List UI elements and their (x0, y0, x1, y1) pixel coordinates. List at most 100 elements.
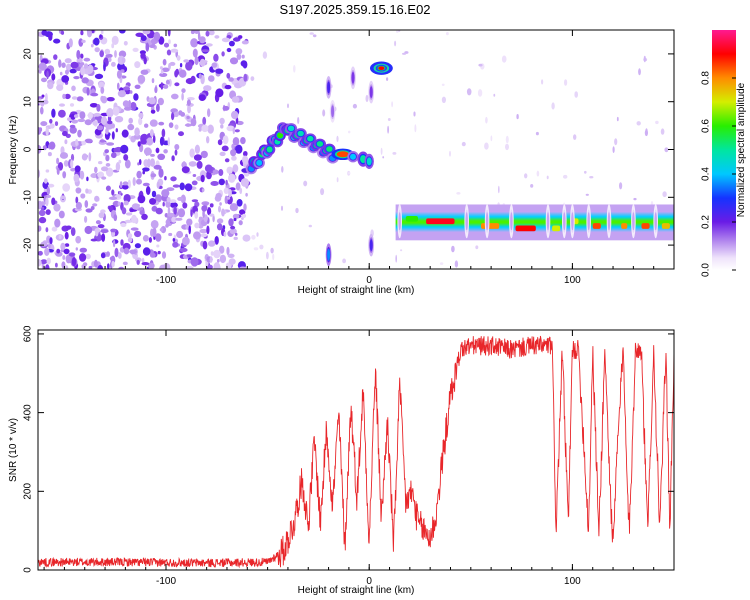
noise-blob (175, 217, 183, 221)
noise-blob (211, 62, 218, 68)
noise-blob (106, 108, 114, 118)
noise-blob (173, 111, 179, 118)
noise-blob (117, 201, 121, 206)
noise-blob (535, 131, 539, 136)
noise-blob (134, 127, 140, 137)
noise-blob (100, 229, 109, 234)
noise-blob (41, 94, 45, 98)
noise-blob (297, 117, 300, 124)
noise-blob (77, 129, 82, 138)
noise-blob (86, 176, 89, 182)
noise-blob (380, 147, 383, 155)
noise-blob (182, 202, 188, 209)
noise-blob (155, 233, 162, 242)
noise-blob (51, 108, 56, 118)
noise-blob (134, 61, 141, 69)
noise-blob (395, 254, 398, 263)
noise-blob (213, 249, 221, 259)
noise-blob (101, 166, 109, 172)
noise-blob (242, 60, 248, 69)
noise-blob (184, 183, 193, 192)
noise-blob (51, 73, 56, 81)
spectrogram-xtick-label: -100 (156, 275, 176, 286)
noise-blob (391, 101, 393, 108)
noise-blob (633, 197, 637, 201)
snr-ytick-label: 200 (23, 483, 34, 500)
noise-blob (145, 186, 151, 195)
noise-blob (45, 227, 49, 233)
noise-blob (127, 237, 133, 243)
noise-blob (45, 126, 49, 136)
noise-blob (222, 105, 230, 111)
noise-blob (100, 86, 105, 94)
noise-blob (153, 164, 162, 170)
noise-blob (216, 223, 223, 231)
noise-blob (219, 117, 225, 125)
noise-blob (150, 220, 159, 229)
colorbar-gradient (712, 30, 736, 270)
noise-blob (309, 32, 314, 35)
noise-blob (229, 57, 239, 65)
noise-blob (198, 127, 202, 132)
noise-blob (86, 87, 90, 96)
noise-blob (120, 239, 124, 246)
noise-blob (231, 155, 237, 161)
noise-blob (38, 225, 42, 232)
noise-blob (241, 40, 249, 45)
noise-blob (614, 138, 618, 146)
noise-blob (149, 198, 157, 205)
noise-blob (228, 189, 232, 198)
noise-blob (101, 176, 107, 180)
noise-blob (41, 77, 47, 83)
noise-blob (98, 161, 103, 165)
noise-blob (228, 258, 236, 265)
noise-blob (156, 103, 160, 113)
noise-blob (190, 118, 197, 127)
feature-core (326, 146, 333, 152)
noise-blob (40, 241, 48, 247)
noise-blob (168, 39, 171, 45)
noise-blob (454, 260, 459, 268)
noise-blob (166, 197, 171, 203)
noise-blob (219, 151, 226, 157)
noise-blob (662, 191, 667, 198)
noise-blob (54, 218, 61, 228)
feature-core (336, 151, 349, 158)
noise-blob (100, 252, 106, 259)
noise-blob (154, 86, 158, 94)
noise-blob (123, 194, 131, 203)
noise-blob (466, 88, 472, 96)
feature-core (563, 212, 566, 231)
noise-blob (141, 213, 148, 220)
noise-blob (111, 61, 116, 67)
band-peak (552, 225, 561, 232)
feature-core (398, 212, 401, 231)
noise-blob (113, 147, 118, 153)
noise-blob (119, 181, 123, 189)
noise-blob (270, 247, 274, 254)
noise-blob (493, 93, 496, 97)
noise-blob (49, 123, 55, 129)
noise-blob (114, 116, 124, 123)
noise-blob (643, 55, 646, 63)
noise-blob (235, 182, 241, 191)
noise-blob (53, 38, 61, 44)
noise-blob (80, 66, 86, 76)
noise-blob (400, 249, 403, 252)
noise-blob (209, 256, 213, 263)
noise-blob (312, 34, 317, 38)
noise-blob (655, 120, 659, 125)
noise-blob (165, 200, 171, 208)
noise-blob (225, 179, 228, 186)
noise-blob (127, 179, 131, 189)
band-peak (661, 223, 670, 229)
noise-blob (204, 164, 213, 173)
noise-blob (56, 167, 60, 175)
feature-core (369, 239, 373, 252)
noise-blob (182, 236, 190, 246)
noise-blob (99, 50, 104, 58)
colorbar-label: Normalized spectral amplitude (736, 82, 747, 217)
noise-blob (201, 49, 210, 53)
band-peak (592, 223, 601, 229)
spectrogram-ytick-label: -20 (23, 237, 34, 252)
